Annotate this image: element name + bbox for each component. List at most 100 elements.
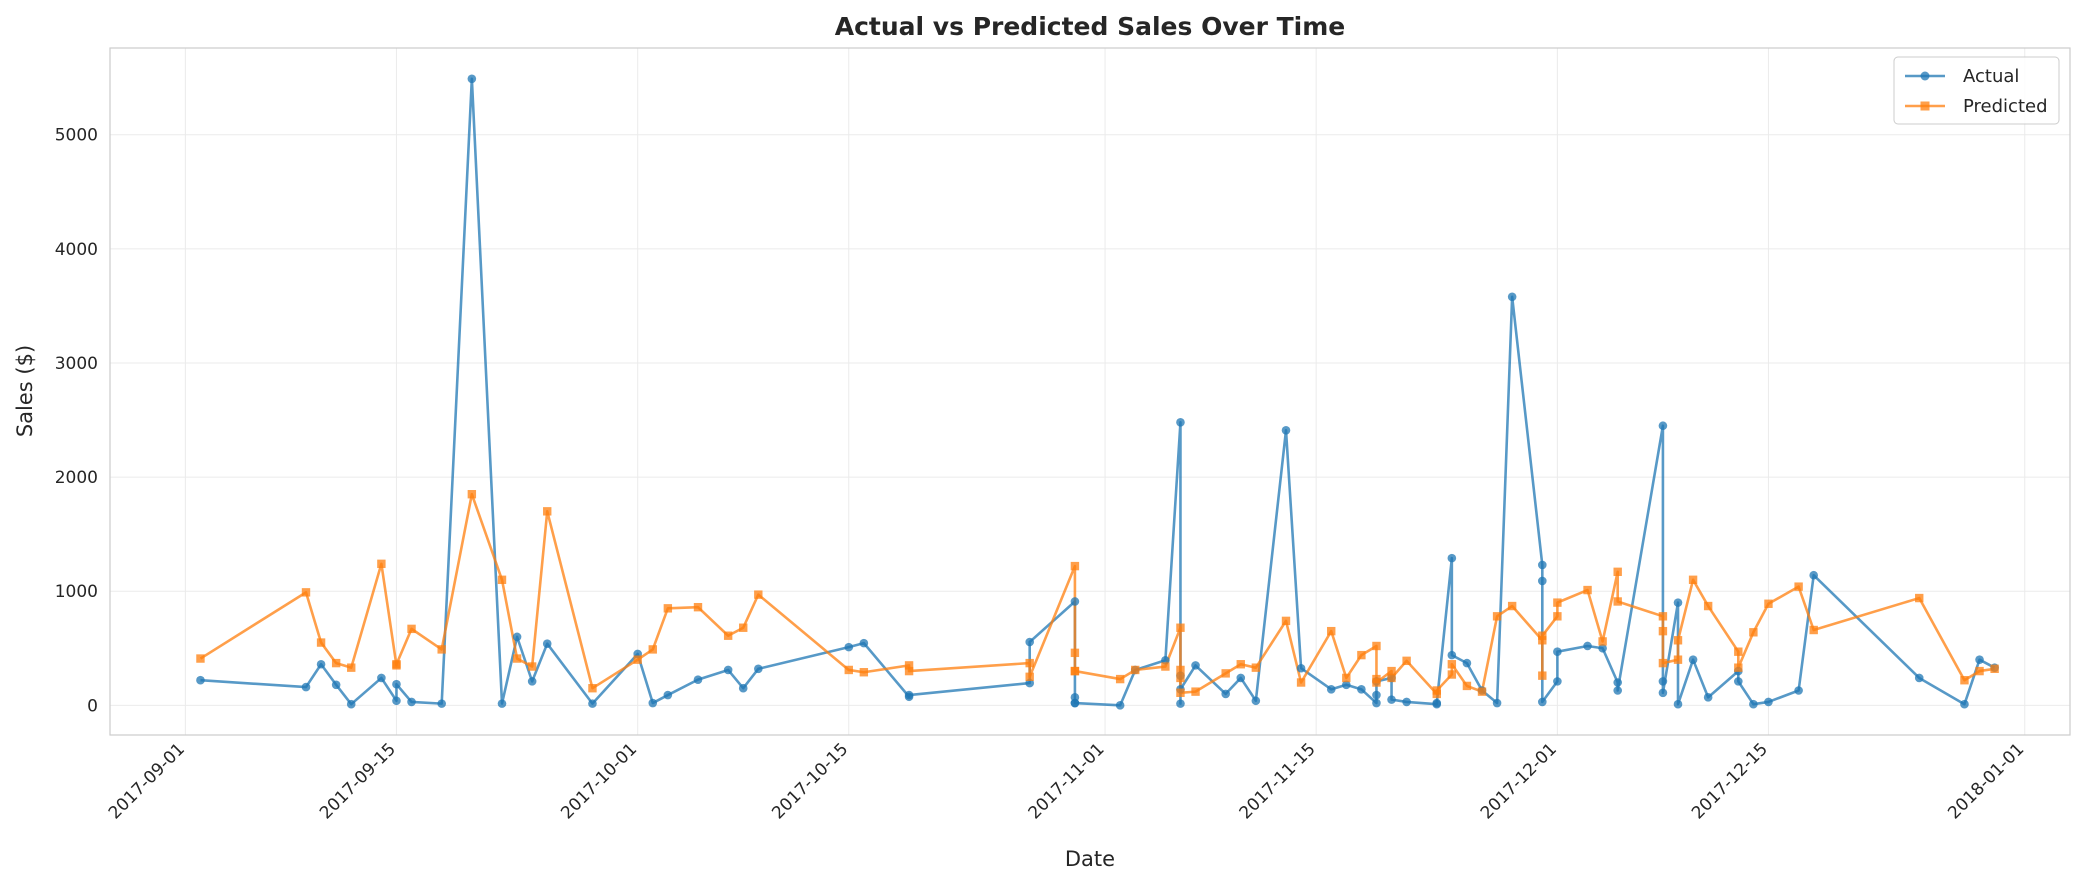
- data-point-predicted: [859, 668, 869, 677]
- data-point-predicted: [1749, 628, 1758, 637]
- data-point-predicted: [1372, 678, 1381, 687]
- data-point-actual: [527, 677, 537, 686]
- data-point-actual: [723, 665, 733, 675]
- data-point-predicted: [301, 588, 311, 597]
- data-point-predicted: [1387, 666, 1396, 676]
- data-point-actual: [392, 679, 401, 689]
- data-point-actual: [1809, 570, 1818, 580]
- y-axis-label: Sales ($): [13, 345, 37, 437]
- data-point-predicted: [1221, 669, 1230, 678]
- data-point-actual: [1176, 699, 1185, 708]
- data-point-actual: [1372, 690, 1381, 700]
- data-point-predicted: [1432, 686, 1441, 695]
- y-tick-label: 1000: [55, 582, 98, 602]
- data-point-actual: [1492, 698, 1502, 708]
- legend-label-actual: Actual: [1963, 66, 2019, 87]
- data-point-predicted: [1115, 674, 1125, 684]
- x-tick-label: 2017-09-15: [316, 739, 400, 823]
- legend-label-predicted: Predicted: [1963, 96, 2048, 117]
- data-point-predicted: [1658, 658, 1668, 668]
- data-point-predicted: [1764, 599, 1773, 608]
- data-point-actual: [331, 680, 341, 690]
- data-point-predicted: [331, 658, 341, 668]
- x-axis-label: Date: [1065, 847, 1115, 871]
- data-point-predicted: [196, 654, 205, 663]
- data-point-predicted: [347, 663, 356, 672]
- data-point-actual: [663, 690, 673, 700]
- data-point-actual: [1688, 655, 1698, 664]
- data-point-actual: [1914, 673, 1924, 683]
- data-point-actual: [1387, 695, 1396, 704]
- data-point-predicted: [1176, 665, 1185, 675]
- x-tick-label: 2017-09-01: [105, 739, 189, 823]
- data-point-predicted: [1387, 673, 1396, 683]
- data-point-predicted: [1236, 660, 1245, 669]
- legend-marker-predicted: [1920, 101, 1930, 111]
- data-point-predicted: [1960, 676, 1969, 685]
- data-point-actual: [407, 697, 416, 707]
- data-point-predicted: [1975, 666, 1984, 676]
- data-point-predicted: [904, 666, 914, 676]
- series-lines: [199, 77, 1996, 707]
- data-point-predicted: [1809, 625, 1818, 635]
- data-point-predicted: [844, 665, 853, 675]
- data-point-predicted: [1372, 641, 1381, 651]
- data-point-predicted: [1402, 656, 1411, 666]
- data-point-actual: [392, 696, 401, 706]
- data-point-actual: [196, 675, 205, 685]
- data-point-actual: [1764, 697, 1773, 707]
- data-point-predicted: [1296, 678, 1306, 687]
- data-point-actual: [1583, 641, 1592, 651]
- data-point-predicted: [1538, 671, 1547, 680]
- data-point-actual: [1507, 292, 1517, 302]
- data-point-actual: [1538, 576, 1547, 586]
- data-point-actual: [754, 664, 763, 674]
- data-point-actual: [1613, 678, 1622, 687]
- data-point-predicted: [512, 654, 522, 663]
- data-point-predicted: [1990, 664, 1999, 674]
- data-point-actual: [693, 675, 703, 684]
- x-tick-label: 2017-10-15: [768, 739, 852, 823]
- data-point-predicted: [1070, 561, 1080, 571]
- data-point-actual: [437, 699, 446, 708]
- data-point-predicted: [1025, 672, 1034, 681]
- data-point-actual: [844, 642, 854, 652]
- x-tick-label: 2017-11-01: [1025, 739, 1109, 823]
- data-point-actual: [1703, 693, 1713, 702]
- data-point-actual: [1326, 685, 1336, 694]
- data-point-actual: [1553, 647, 1562, 656]
- data-point-predicted: [1477, 687, 1487, 696]
- data-point-predicted: [1507, 601, 1517, 611]
- y-tick-label: 2000: [55, 468, 98, 488]
- data-point-actual: [1236, 673, 1246, 683]
- data-point-predicted: [1794, 582, 1803, 591]
- data-point-predicted: [1070, 666, 1080, 676]
- data-point-predicted: [1447, 670, 1457, 679]
- data-point-predicted: [693, 602, 703, 612]
- data-point-actual: [1613, 686, 1622, 695]
- data-point-actual: [1673, 699, 1683, 709]
- x-tick-label: 2017-11-15: [1236, 739, 1320, 823]
- data-point-actual: [1342, 680, 1351, 690]
- y-tick-label: 0: [87, 696, 98, 716]
- data-point-actual: [1447, 553, 1457, 563]
- data-point-actual: [1553, 677, 1562, 686]
- data-point-predicted: [648, 645, 657, 654]
- x-tick-label: 2017-12-01: [1477, 739, 1561, 823]
- data-point-predicted: [1191, 687, 1200, 696]
- data-point-actual: [1794, 686, 1803, 695]
- data-point-actual: [1447, 650, 1457, 660]
- data-point-predicted: [1673, 636, 1683, 645]
- data-point-actual: [1975, 655, 1984, 664]
- data-point-actual: [1070, 597, 1080, 606]
- data-point-actual: [1749, 699, 1758, 709]
- data-point-actual: [1296, 663, 1306, 673]
- series-line-predicted: [199, 492, 1995, 696]
- data-point-predicted: [1176, 623, 1185, 632]
- data-point-actual: [1115, 701, 1125, 710]
- y-tick-label: 5000: [55, 126, 98, 146]
- data-point-actual: [738, 683, 748, 693]
- data-point-predicted: [1703, 601, 1713, 611]
